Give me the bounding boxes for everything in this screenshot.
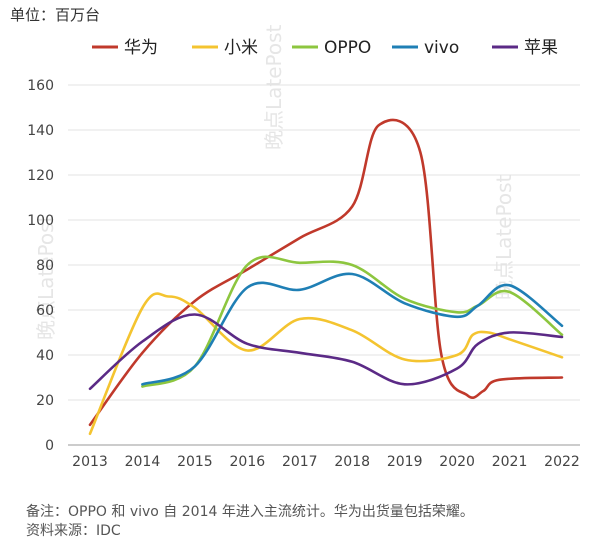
x-tick-label: 2019 (387, 454, 423, 470)
line-chart: 华为 小米 OPPO vivo 苹果 0 20 40 60 80 100 120 140 160 201… (27, 38, 580, 470)
legend-label: vivo (424, 38, 459, 58)
series-line-OPPO (141, 255, 564, 388)
legend-label: 小米 (224, 38, 258, 58)
x-tick-label: 2015 (177, 454, 213, 470)
y-tick-label: 0 (45, 438, 54, 454)
y-axis: 0 20 40 60 80 100 120 140 160 (27, 78, 54, 454)
x-tick-label: 2022 (544, 454, 580, 470)
y-tick-label: 80 (36, 258, 54, 274)
legend: 华为 小米 OPPO vivo 苹果 (92, 38, 558, 58)
series-line-华为 (88, 118, 564, 427)
unit-label: 单位：百万台 (10, 6, 101, 24)
y-tick-label: 100 (27, 213, 54, 229)
x-tick-label: 2020 (439, 454, 475, 470)
source-note: 资料来源：IDC (26, 523, 121, 539)
notes: 备注：OPPO 和 vivo 自 2014 年进入主流统计。华为出货量包括荣耀。… (26, 503, 474, 541)
x-tick-label: 2013 (72, 454, 108, 470)
x-tick-label: 2017 (282, 454, 318, 470)
y-tick-label: 160 (27, 78, 54, 94)
y-tick-label: 20 (36, 393, 54, 409)
y-tick-label: 40 (36, 348, 54, 364)
legend-label: OPPO (324, 38, 371, 58)
x-tick-label: 2014 (125, 454, 161, 470)
series-line-小米 (88, 292, 564, 436)
x-tick-label: 2021 (492, 454, 528, 470)
legend-label: 华为 (124, 38, 158, 58)
y-tick-label: 140 (27, 123, 54, 139)
y-tick-label: 60 (36, 303, 54, 319)
series-line-苹果 (88, 313, 564, 391)
x-axis: 2013 2014 2015 2016 2017 2018 2019 2020 2021 2022 (72, 454, 580, 470)
x-tick-label: 2018 (334, 454, 370, 470)
footnote: 备注：OPPO 和 vivo 自 2014 年进入主流统计。华为出货量包括荣耀。 (26, 504, 474, 520)
series-line-vivo (141, 272, 564, 386)
x-tick-label: 2016 (230, 454, 266, 470)
series-lines (88, 118, 564, 436)
y-tick-label: 120 (27, 168, 54, 184)
gridlines (68, 84, 580, 446)
legend-label: 苹果 (524, 38, 558, 58)
